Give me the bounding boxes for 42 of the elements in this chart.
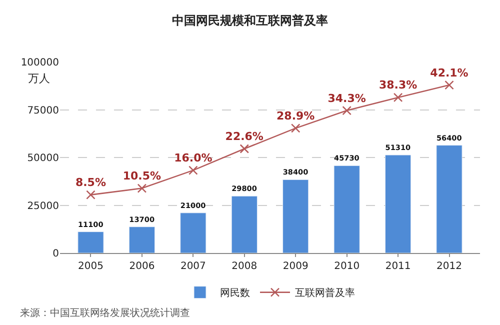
source-note: 来源：中国互联网络发展状况统计调查: [20, 307, 190, 319]
point: [240, 144, 250, 154]
point: [86, 190, 96, 200]
bar: [231, 196, 258, 253]
bar: [78, 232, 104, 253]
x-tick-label: 2005: [78, 261, 104, 272]
point: [342, 106, 352, 116]
y-tick-label: 50000: [27, 153, 59, 164]
x-tick-label: 2006: [129, 261, 155, 272]
data-label: 34.3%: [328, 92, 366, 105]
data-label: 22.6%: [225, 130, 264, 144]
legend-label: 网民数: [220, 288, 250, 300]
y-axis-title: 万人: [28, 72, 50, 85]
data-label: 38.3%: [378, 78, 418, 92]
point: [393, 92, 403, 102]
x-tick-label: 2012: [436, 261, 462, 272]
data-label: 10.5%: [122, 170, 162, 183]
bar: [128, 226, 156, 253]
bar: [282, 179, 309, 253]
bar: [334, 165, 360, 253]
x-tick-label: 2010: [334, 261, 360, 272]
point: [444, 80, 454, 90]
point: [188, 166, 198, 175]
data-label: 16.0%: [174, 152, 212, 165]
bar: [384, 154, 412, 253]
point: [137, 184, 147, 193]
x-tick-label: 2007: [180, 261, 206, 272]
x-tick-label: 2009: [282, 261, 308, 272]
data-label: 8.5%: [75, 176, 106, 190]
y-tick-label: 100000: [20, 58, 59, 68]
data-label: 28.9%: [276, 109, 315, 122]
chart-title: 中国网民规模和互联网普及率: [172, 14, 328, 28]
y-tick-label: 0: [52, 248, 59, 260]
y-tick-label: 25000: [27, 200, 59, 212]
x-tick-label: 2011: [385, 261, 411, 272]
x-tick-label: 2008: [232, 261, 258, 272]
y-tick-label: 75000: [27, 105, 59, 116]
bar: [180, 212, 206, 253]
point: [290, 124, 300, 133]
legend-label: 互联网普及率: [295, 287, 355, 300]
data-label: 42.1%: [430, 66, 468, 80]
bar: [436, 145, 462, 253]
